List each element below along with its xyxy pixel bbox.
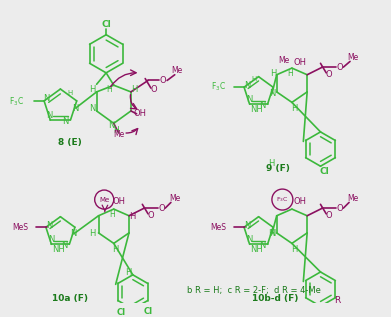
Text: N: N	[48, 235, 54, 244]
Text: H: H	[130, 212, 136, 221]
Text: OH: OH	[293, 58, 306, 67]
Text: NH: NH	[52, 245, 65, 254]
Text: H: H	[113, 245, 119, 254]
Text: H: H	[114, 126, 120, 134]
Text: MeS: MeS	[210, 223, 226, 232]
Text: Cl: Cl	[101, 20, 111, 29]
Text: 10a (F): 10a (F)	[52, 294, 88, 303]
Text: N: N	[269, 89, 275, 98]
Text: N: N	[62, 117, 68, 126]
Text: N: N	[46, 221, 52, 230]
Text: Me: Me	[347, 53, 359, 62]
Text: N: N	[244, 81, 250, 90]
Text: N: N	[43, 94, 49, 103]
Text: N: N	[246, 235, 252, 244]
Text: F$_3$C: F$_3$C	[276, 195, 289, 204]
Text: F$_3$C: F$_3$C	[9, 95, 24, 108]
Text: 10b-d (F): 10b-d (F)	[251, 294, 298, 303]
Text: O: O	[336, 204, 343, 213]
Text: H: H	[67, 90, 73, 96]
Text: H: H	[291, 104, 297, 113]
Text: Cl: Cl	[143, 307, 152, 315]
Text: H: H	[270, 69, 276, 78]
Text: F$_3$C: F$_3$C	[211, 81, 226, 94]
Text: Me: Me	[169, 194, 180, 203]
Text: O: O	[158, 204, 165, 213]
Text: H: H	[287, 69, 293, 78]
Text: H: H	[268, 230, 274, 238]
Text: H: H	[90, 230, 96, 238]
Text: NH: NH	[250, 105, 263, 113]
Text: OH: OH	[293, 197, 306, 206]
Text: MeS: MeS	[12, 223, 28, 232]
Text: H: H	[90, 85, 96, 94]
Text: Cl: Cl	[117, 308, 126, 317]
Text: N: N	[46, 111, 52, 120]
Text: N: N	[108, 121, 114, 130]
Text: H: H	[106, 85, 112, 94]
Text: H: H	[109, 210, 115, 219]
Text: N: N	[259, 241, 265, 250]
Text: H: H	[291, 245, 297, 254]
Text: b R = H;  c R = 2-F;  d R = 4-Me: b R = H; c R = 2-F; d R = 4-Me	[187, 286, 321, 294]
Text: O: O	[160, 76, 167, 85]
Text: N: N	[61, 241, 67, 250]
Text: Me: Me	[113, 130, 124, 139]
Text: H: H	[251, 75, 256, 81]
Text: O: O	[151, 86, 157, 94]
Text: N: N	[70, 230, 77, 238]
Text: N: N	[259, 101, 265, 110]
Text: O: O	[336, 63, 343, 72]
Text: OH: OH	[134, 109, 147, 118]
Text: H: H	[131, 85, 138, 94]
Text: O: O	[147, 211, 154, 220]
Text: Cl: Cl	[319, 167, 329, 177]
Text: H: H	[268, 159, 274, 168]
Text: Me: Me	[171, 67, 182, 75]
Text: O: O	[326, 211, 332, 220]
Text: H: H	[125, 268, 131, 277]
Text: 8 (E): 8 (E)	[58, 138, 82, 147]
Text: 9 (F): 9 (F)	[266, 164, 290, 173]
Text: O: O	[326, 70, 332, 79]
Text: N: N	[269, 230, 275, 238]
Text: N: N	[90, 104, 96, 113]
Text: R: R	[335, 296, 341, 305]
Text: N: N	[244, 221, 250, 230]
Text: N: N	[246, 95, 252, 104]
Text: Me: Me	[99, 197, 109, 203]
Text: NH: NH	[250, 245, 263, 254]
Text: OH: OH	[112, 197, 125, 206]
Text: Me: Me	[279, 56, 290, 65]
Text: Me: Me	[347, 194, 359, 203]
Text: N: N	[72, 104, 79, 113]
